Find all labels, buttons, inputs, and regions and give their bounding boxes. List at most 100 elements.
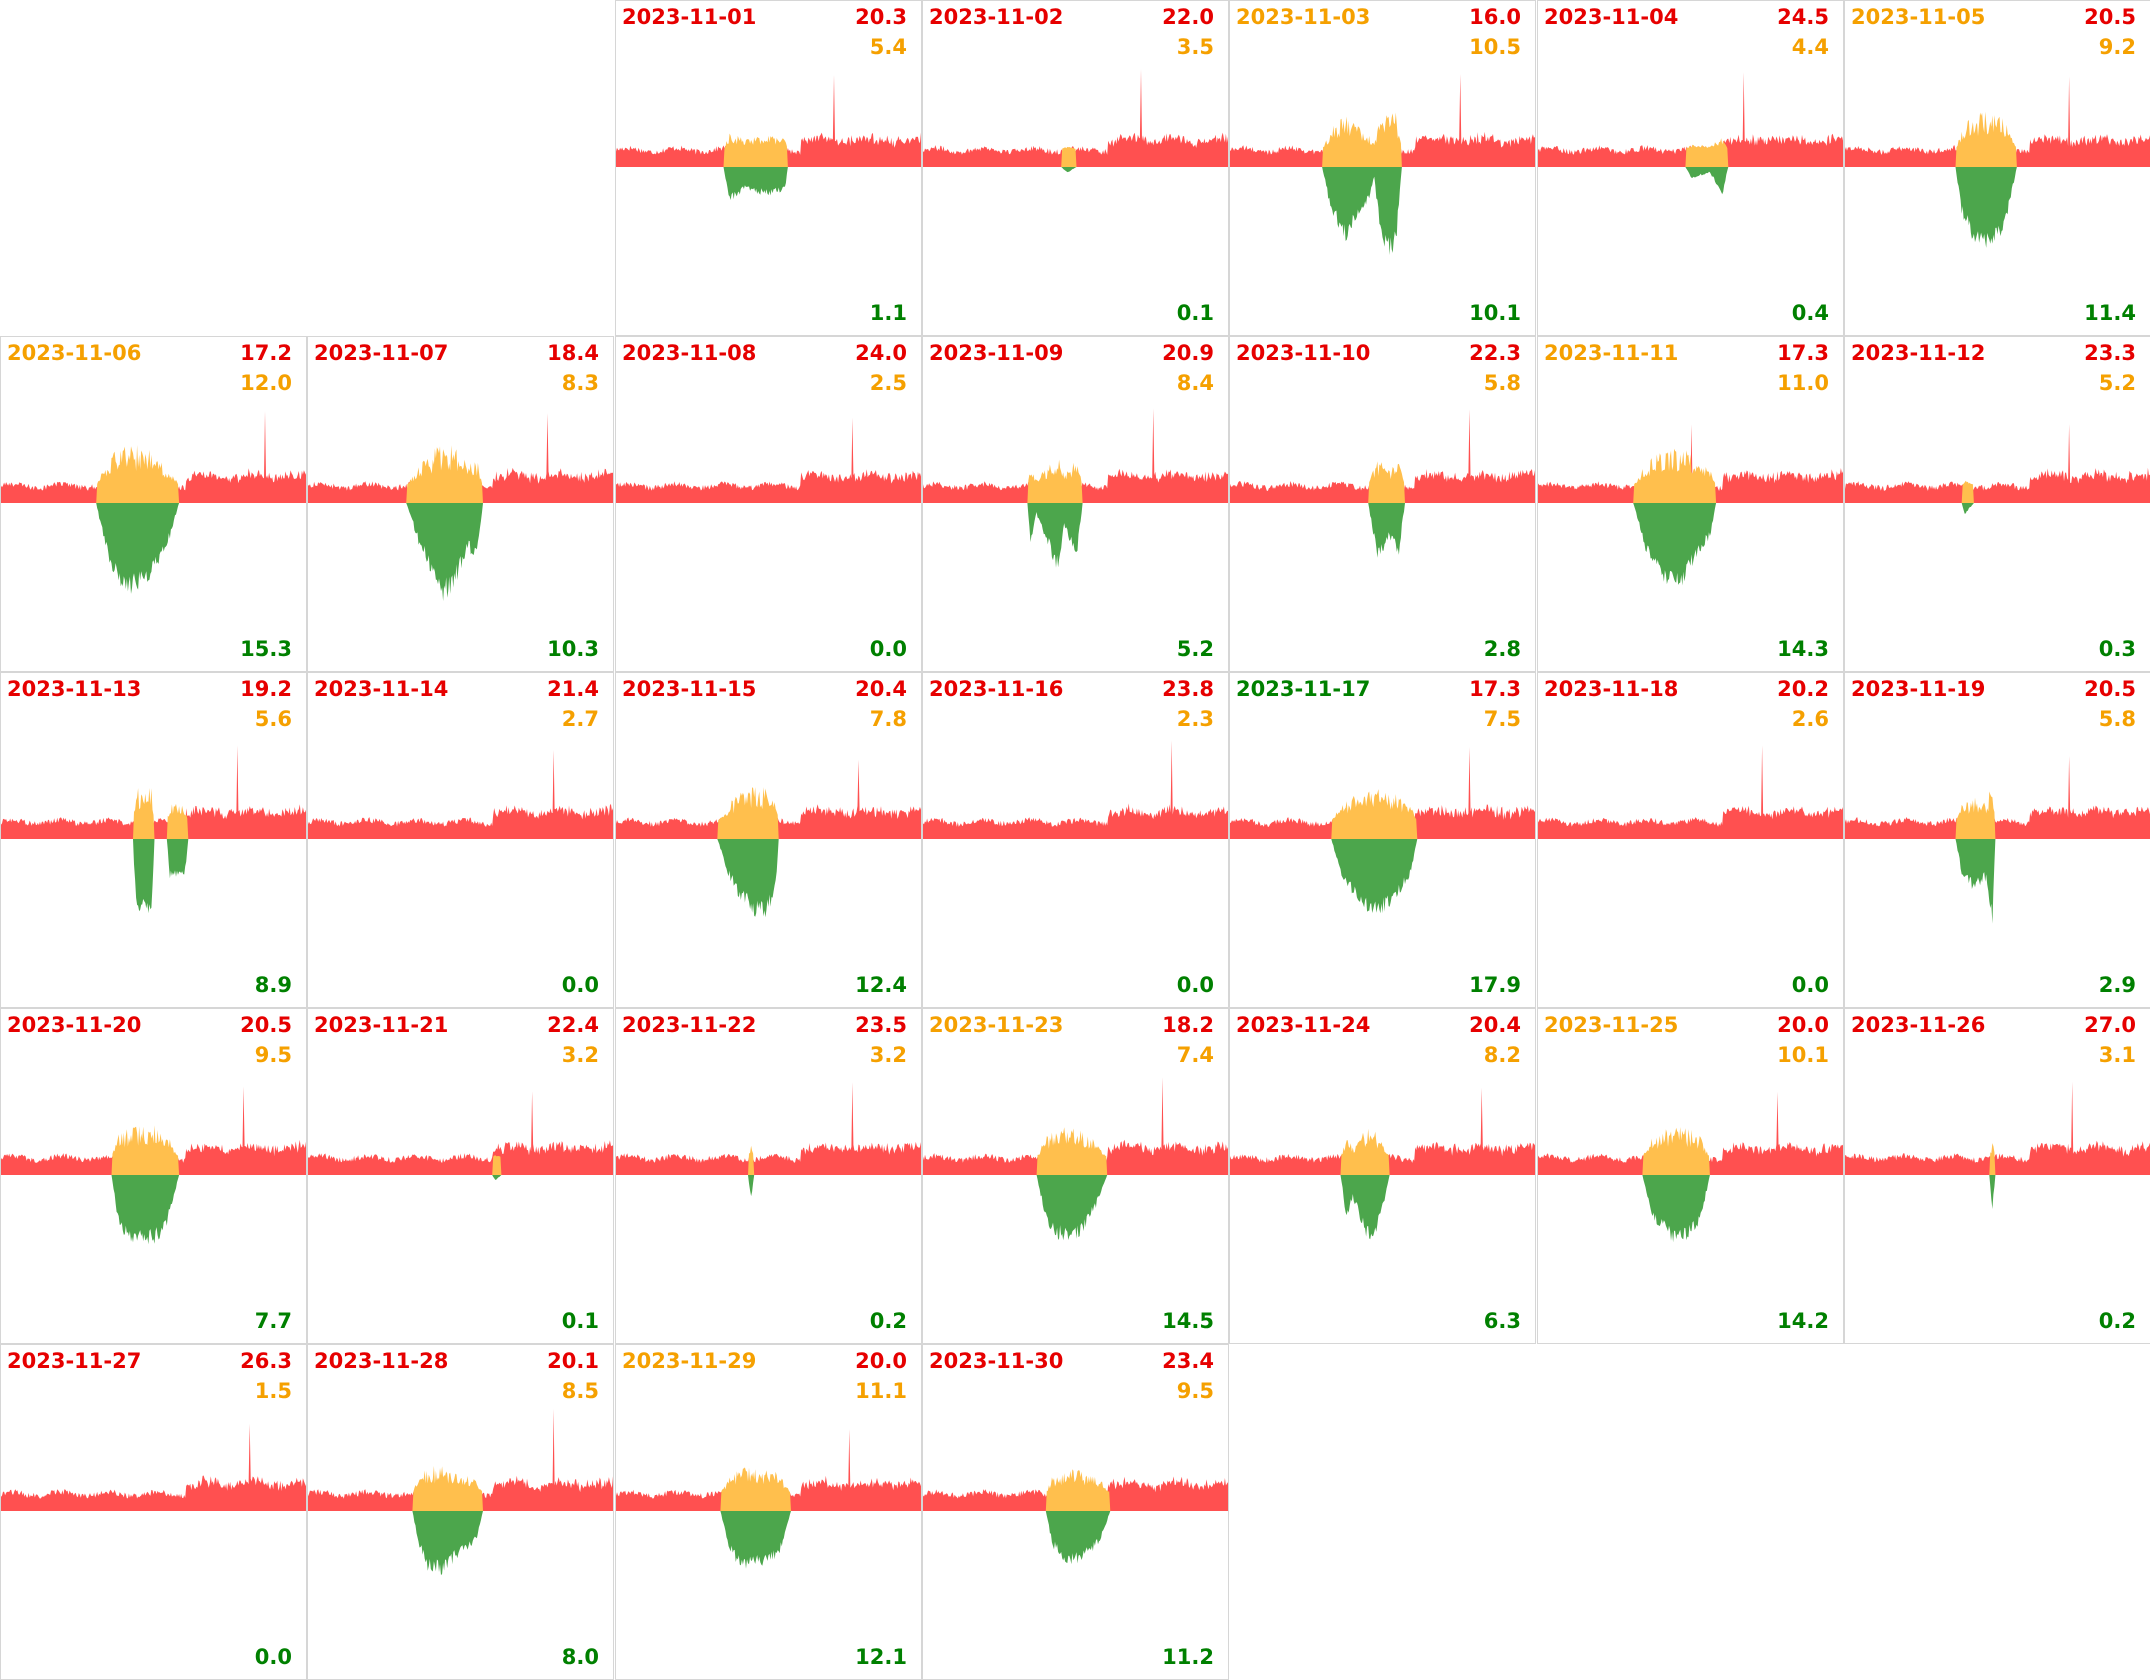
consumption-area (1, 745, 306, 839)
day-cell: 2023-11-13 19.2 5.6 8.9 (0, 672, 307, 1008)
consumption-area (1230, 74, 1535, 167)
day-chart (1845, 755, 2150, 924)
import-value: 3.2 (561, 1043, 599, 1067)
consumption-area (308, 1408, 613, 1511)
solar-export-area (1230, 167, 1535, 255)
day-cell: 2023-11-24 20.4 8.2 6.3 (1229, 1008, 1536, 1344)
day-chart (1, 1423, 306, 1511)
solar-value: 0.0 (1176, 973, 1214, 997)
consumption-area (308, 1091, 613, 1175)
date-label: 2023-11-12 (1851, 341, 1986, 365)
date-label: 2023-11-20 (7, 1013, 142, 1037)
self-consumed-area (923, 146, 1228, 167)
solar-value: 0.0 (1791, 973, 1829, 997)
self-consumed-area (1845, 111, 2150, 167)
date-label: 2023-11-23 (929, 1013, 1064, 1037)
date-label: 2023-11-07 (314, 341, 449, 365)
date-label: 2023-11-10 (1236, 341, 1371, 365)
import-value: 5.8 (2098, 707, 2136, 731)
import-value: 3.2 (869, 1043, 907, 1067)
consumption-value: 20.1 (547, 1349, 599, 1373)
solar-export-area (1538, 1175, 1843, 1243)
day-cell: 2023-11-06 17.2 12.0 15.3 (0, 336, 307, 672)
self-consumed-area (616, 133, 921, 167)
self-consumed-area (1538, 1127, 1843, 1175)
day-cell: 2023-11-25 20.0 10.1 14.2 (1537, 1008, 1844, 1344)
date-label: 2023-11-30 (929, 1349, 1064, 1373)
date-label: 2023-11-21 (314, 1013, 449, 1037)
consumption-area (1230, 747, 1535, 839)
day-cell: 2023-11-17 17.3 7.5 17.9 (1229, 672, 1536, 1008)
solar-export-area (1845, 503, 2150, 514)
day-chart (923, 740, 1228, 839)
self-consumed-area (923, 1127, 1228, 1175)
solar-value: 0.0 (869, 637, 907, 661)
import-value: 5.6 (254, 707, 292, 731)
day-cell: 2023-11-03 16.0 10.5 10.1 (1229, 0, 1536, 336)
import-value: 2.5 (869, 371, 907, 395)
solar-export-area (616, 839, 921, 918)
consumption-value: 22.4 (547, 1013, 599, 1037)
solar-value: 0.0 (254, 1645, 292, 1669)
consumption-value: 20.2 (1777, 677, 1829, 701)
day-cell: 2023-11-11 17.3 11.0 14.3 (1537, 336, 1844, 672)
date-label: 2023-11-29 (622, 1349, 757, 1373)
consumption-area (1538, 745, 1843, 839)
consumption-value: 22.0 (1162, 5, 1214, 29)
solar-export-area (1, 839, 306, 914)
solar-value: 11.2 (1162, 1645, 1214, 1669)
solar-value: 1.1 (869, 301, 907, 325)
day-cell: 2023-11-19 20.5 5.8 2.9 (1844, 672, 2150, 1008)
day-chart (308, 749, 613, 839)
consumption-value: 18.4 (547, 341, 599, 365)
solar-value: 15.3 (240, 637, 292, 661)
date-label: 2023-11-09 (929, 341, 1064, 365)
self-consumed-area (1230, 461, 1535, 503)
consumption-value: 20.5 (240, 1013, 292, 1037)
date-label: 2023-11-14 (314, 677, 449, 701)
self-consumed-area (308, 1465, 613, 1511)
day-chart (616, 1429, 921, 1569)
self-consumed-area (616, 787, 921, 839)
consumption-area (1, 1086, 306, 1175)
consumption-value: 22.3 (1469, 341, 1521, 365)
day-chart (1845, 76, 2150, 248)
solar-value: 2.8 (1483, 637, 1521, 661)
solar-export-area (1845, 167, 2150, 248)
solar-export-area (1845, 839, 2150, 924)
import-value: 4.4 (1791, 35, 1829, 59)
solar-value: 10.3 (547, 637, 599, 661)
consumption-value: 21.4 (547, 677, 599, 701)
date-label: 2023-11-01 (622, 5, 757, 29)
date-label: 2023-11-13 (7, 677, 142, 701)
solar-value: 14.5 (1162, 1309, 1214, 1333)
day-cell: 2023-11-02 22.0 3.5 0.1 (922, 0, 1229, 336)
consumption-area (1845, 424, 2150, 503)
consumption-value: 20.3 (855, 5, 907, 29)
day-chart (1, 411, 306, 594)
day-chart (1230, 747, 1535, 914)
date-label: 2023-11-27 (7, 1349, 142, 1373)
import-value: 8.2 (1483, 1043, 1521, 1067)
solar-value: 11.4 (2084, 301, 2136, 325)
solar-value: 8.9 (254, 973, 292, 997)
consumption-value: 18.2 (1162, 1013, 1214, 1037)
solar-value: 10.1 (1469, 301, 1521, 325)
date-label: 2023-11-19 (1851, 677, 1986, 701)
solar-export-area (308, 1511, 613, 1576)
day-chart (616, 75, 921, 200)
day-cell: 2023-11-27 26.3 1.5 0.0 (0, 1344, 307, 1680)
date-label: 2023-11-05 (1851, 5, 1986, 29)
date-label: 2023-11-15 (622, 677, 757, 701)
self-consumed-area (1, 788, 306, 839)
solar-value: 0.3 (2098, 637, 2136, 661)
solar-value: 7.7 (254, 1309, 292, 1333)
consumption-area (616, 759, 921, 839)
consumption-area (1538, 424, 1843, 503)
consumption-area (923, 69, 1228, 167)
day-chart (923, 1469, 1228, 1565)
day-cell: 2023-11-21 22.4 3.2 0.1 (307, 1008, 614, 1344)
consumption-area (1845, 1081, 2150, 1175)
day-chart (923, 1077, 1228, 1241)
consumption-value: 23.5 (855, 1013, 907, 1037)
